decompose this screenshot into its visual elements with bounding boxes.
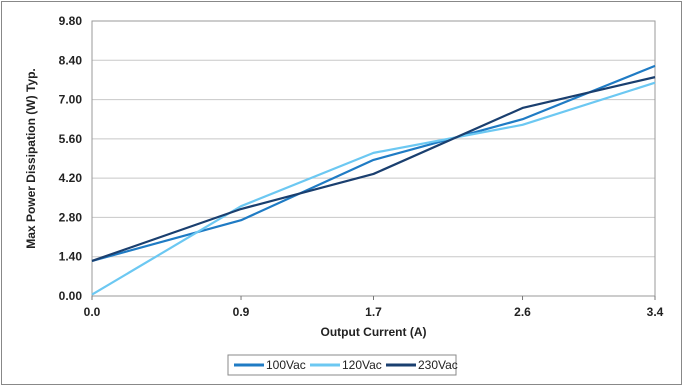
x-tick-label: 0.0 (84, 305, 101, 319)
y-tick-label: 2.80 (59, 210, 83, 224)
x-axis-title: Output Current (A) (321, 325, 427, 339)
plot-border (91, 20, 656, 297)
y-tick-label: 0.00 (59, 289, 83, 303)
y-axis-title: Max Power Dissipation (W) Typ. (24, 68, 38, 248)
legend-box (227, 354, 457, 376)
x-tick-label: 0.9 (233, 305, 250, 319)
legend-label: 230Vac (418, 358, 458, 372)
y-tick-label: 8.40 (59, 53, 83, 67)
series-line-100Vac (91, 64, 656, 262)
x-tick-label: 3.4 (647, 305, 664, 319)
series-line-230Vac (91, 76, 656, 262)
plot-area (91, 20, 656, 297)
grid-lines (92, 20, 655, 297)
y-axis-ticks: 0.00 1.40 2.80 4.20 5.60 7.00 8.40 9.80 (59, 14, 83, 303)
y-tick-label: 1.40 (59, 250, 83, 264)
y-tick-label: 9.80 (59, 14, 83, 28)
y-tick-label: 7.00 (59, 93, 83, 107)
x-tick-label: 1.7 (365, 305, 382, 319)
x-tick-label: 2.6 (514, 305, 531, 319)
legend-label: 120Vac (342, 358, 382, 372)
x-axis-ticks: 0.0 0.9 1.7 2.6 3.4 (84, 296, 664, 319)
series-line-120Vac (91, 81, 656, 296)
y-tick-label: 5.60 (59, 132, 83, 146)
legend: 100Vac 120Vac 230Vac (227, 354, 458, 376)
y-tick-label: 4.20 (59, 171, 83, 185)
series-lines (91, 64, 656, 296)
legend-label: 100Vac (266, 358, 306, 372)
